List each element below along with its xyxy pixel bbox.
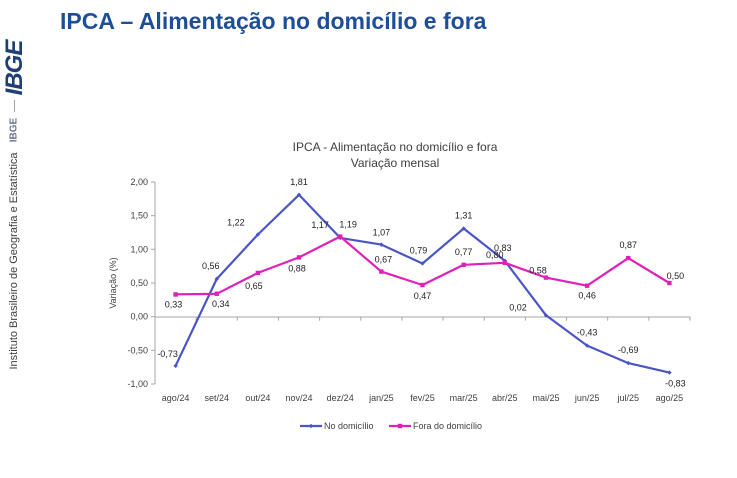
legend-marker-fora-domicilio <box>397 423 403 429</box>
x-tick-label: nov/24 <box>286 393 313 403</box>
legend-marker-no-domicilio <box>308 423 314 429</box>
x-tick-label: abr/25 <box>492 393 518 403</box>
data-label-fora-domicilio: 0,77 <box>455 247 473 257</box>
data-label-no-domicilio: -0,69 <box>618 345 639 355</box>
data-labels: -0,73 0,56 1,22 1,81 1,17 1,07 0,79 1,31 0,83 0,0… <box>157 177 685 389</box>
data-label-no-domicilio: 0,02 <box>509 302 527 312</box>
data-label-fora-domicilio: 1,19 <box>339 220 357 230</box>
x-tick-label: out/24 <box>245 393 270 403</box>
y-tick-label: 1,00 <box>130 244 148 254</box>
data-label-no-domicilio: 1,07 <box>373 228 391 238</box>
y-tick-label: -0,50 <box>127 345 148 355</box>
data-label-no-domicilio: 1,17 <box>311 220 329 230</box>
chart-title: IPCA - Alimentação no domicílio e fora <box>293 140 498 154</box>
legend-label-fora-domicilio: Fora do domicílio <box>413 421 482 431</box>
chart-subtitle: Variação mensal <box>351 156 440 170</box>
data-point-no-domicilio <box>173 363 178 369</box>
data-point-fora-domicilio <box>337 234 343 239</box>
x-tick-label: dez/24 <box>327 393 354 403</box>
data-point-no-domicilio <box>461 226 466 231</box>
data-point-fora-domicilio <box>214 291 219 296</box>
data-point-no-domicilio <box>626 360 631 366</box>
data-label-fora-domicilio: 0,46 <box>578 291 596 301</box>
x-tick-label: set/24 <box>204 393 229 403</box>
data-label-no-domicilio: 0,79 <box>410 245 428 255</box>
data-label-fora-domicilio: 0,34 <box>212 299 230 309</box>
data-label-fora-domicilio: 0,80 <box>486 250 504 260</box>
x-tick-label: jun/25 <box>574 393 600 403</box>
data-point-fora-domicilio <box>626 255 631 261</box>
y-tick-label: 2,00 <box>130 177 148 187</box>
data-point-fora-domicilio <box>461 262 466 268</box>
slide-title: IPCA – Alimentação no domicílio e fora <box>60 8 487 34</box>
data-label-fora-domicilio: 0,58 <box>529 266 547 276</box>
legend-label-no-domicilio: No domicílio <box>324 421 374 431</box>
data-point-fora-domicilio <box>173 292 178 297</box>
data-point-no-domicilio <box>214 276 219 282</box>
sidebar-divider <box>14 100 15 112</box>
x-tick-label: mai/25 <box>532 393 559 403</box>
data-point-no-domicilio <box>584 343 590 348</box>
data-label-no-domicilio: 0,83 <box>494 243 512 253</box>
data-point-fora-domicilio <box>543 275 549 280</box>
data-label-fora-domicilio: 0,88 <box>288 263 306 273</box>
y-tick-label: 1,50 <box>130 211 148 221</box>
data-label-fora-domicilio: 0,33 <box>165 299 183 309</box>
y-tick-label: 0,00 <box>130 312 148 322</box>
data-point-fora-domicilio <box>255 270 261 276</box>
data-label-fora-domicilio: 0,50 <box>667 271 685 281</box>
data-point-no-domicilio <box>543 313 549 318</box>
x-tick-label: jul/25 <box>617 393 640 403</box>
axis-ticks: 2,00 1,50 1,00 0,50 0,00 -0,50 -1,00 ago/24 set/… <box>127 177 691 403</box>
x-tick-label: ago/24 <box>162 393 190 403</box>
y-tick-label: 0,50 <box>130 278 148 288</box>
data-point-fora-domicilio <box>420 282 425 288</box>
data-label-no-domicilio: 1,81 <box>290 177 308 187</box>
data-label-no-domicilio: -0,83 <box>665 379 686 389</box>
x-tick-label: jan/25 <box>368 393 394 403</box>
data-point-fora-domicilio <box>502 260 508 265</box>
data-point-fora-domicilio <box>667 280 672 286</box>
data-label-fora-domicilio: 0,87 <box>620 240 638 250</box>
y-tick-label: -1,00 <box>127 379 148 389</box>
data-label-no-domicilio: -0,73 <box>157 349 178 359</box>
data-label-no-domicilio: 1,31 <box>455 210 473 220</box>
data-label-no-domicilio: -0,43 <box>577 328 598 338</box>
data-point-fora-domicilio <box>379 269 384 274</box>
x-tick-label: mar/25 <box>450 393 478 403</box>
data-point-no-domicilio <box>420 261 425 266</box>
x-tick-label: fev/25 <box>410 393 435 403</box>
data-point-no-domicilio <box>296 192 302 197</box>
y-axis-label: Variação (%) <box>108 257 118 308</box>
data-label-no-domicilio: 1,22 <box>227 218 245 228</box>
data-point-fora-domicilio <box>296 255 302 260</box>
data-point-fora-domicilio <box>584 283 590 288</box>
chart-series <box>173 192 672 375</box>
data-label-fora-domicilio: 0,47 <box>414 291 432 301</box>
data-label-no-domicilio: 0,56 <box>202 261 220 271</box>
chart-legend: No domicílio Fora do domicílio <box>300 421 482 431</box>
data-point-no-domicilio <box>379 242 384 247</box>
data-label-fora-domicilio: 0,67 <box>375 255 393 265</box>
data-point-no-domicilio <box>667 370 672 375</box>
data-label-fora-domicilio: 0,65 <box>245 281 263 291</box>
sidebar: IBGE IBGE Instituto Brasileiro de Geogra… <box>0 0 30 478</box>
x-tick-label: ago/25 <box>656 393 684 403</box>
data-point-no-domicilio <box>255 232 261 237</box>
